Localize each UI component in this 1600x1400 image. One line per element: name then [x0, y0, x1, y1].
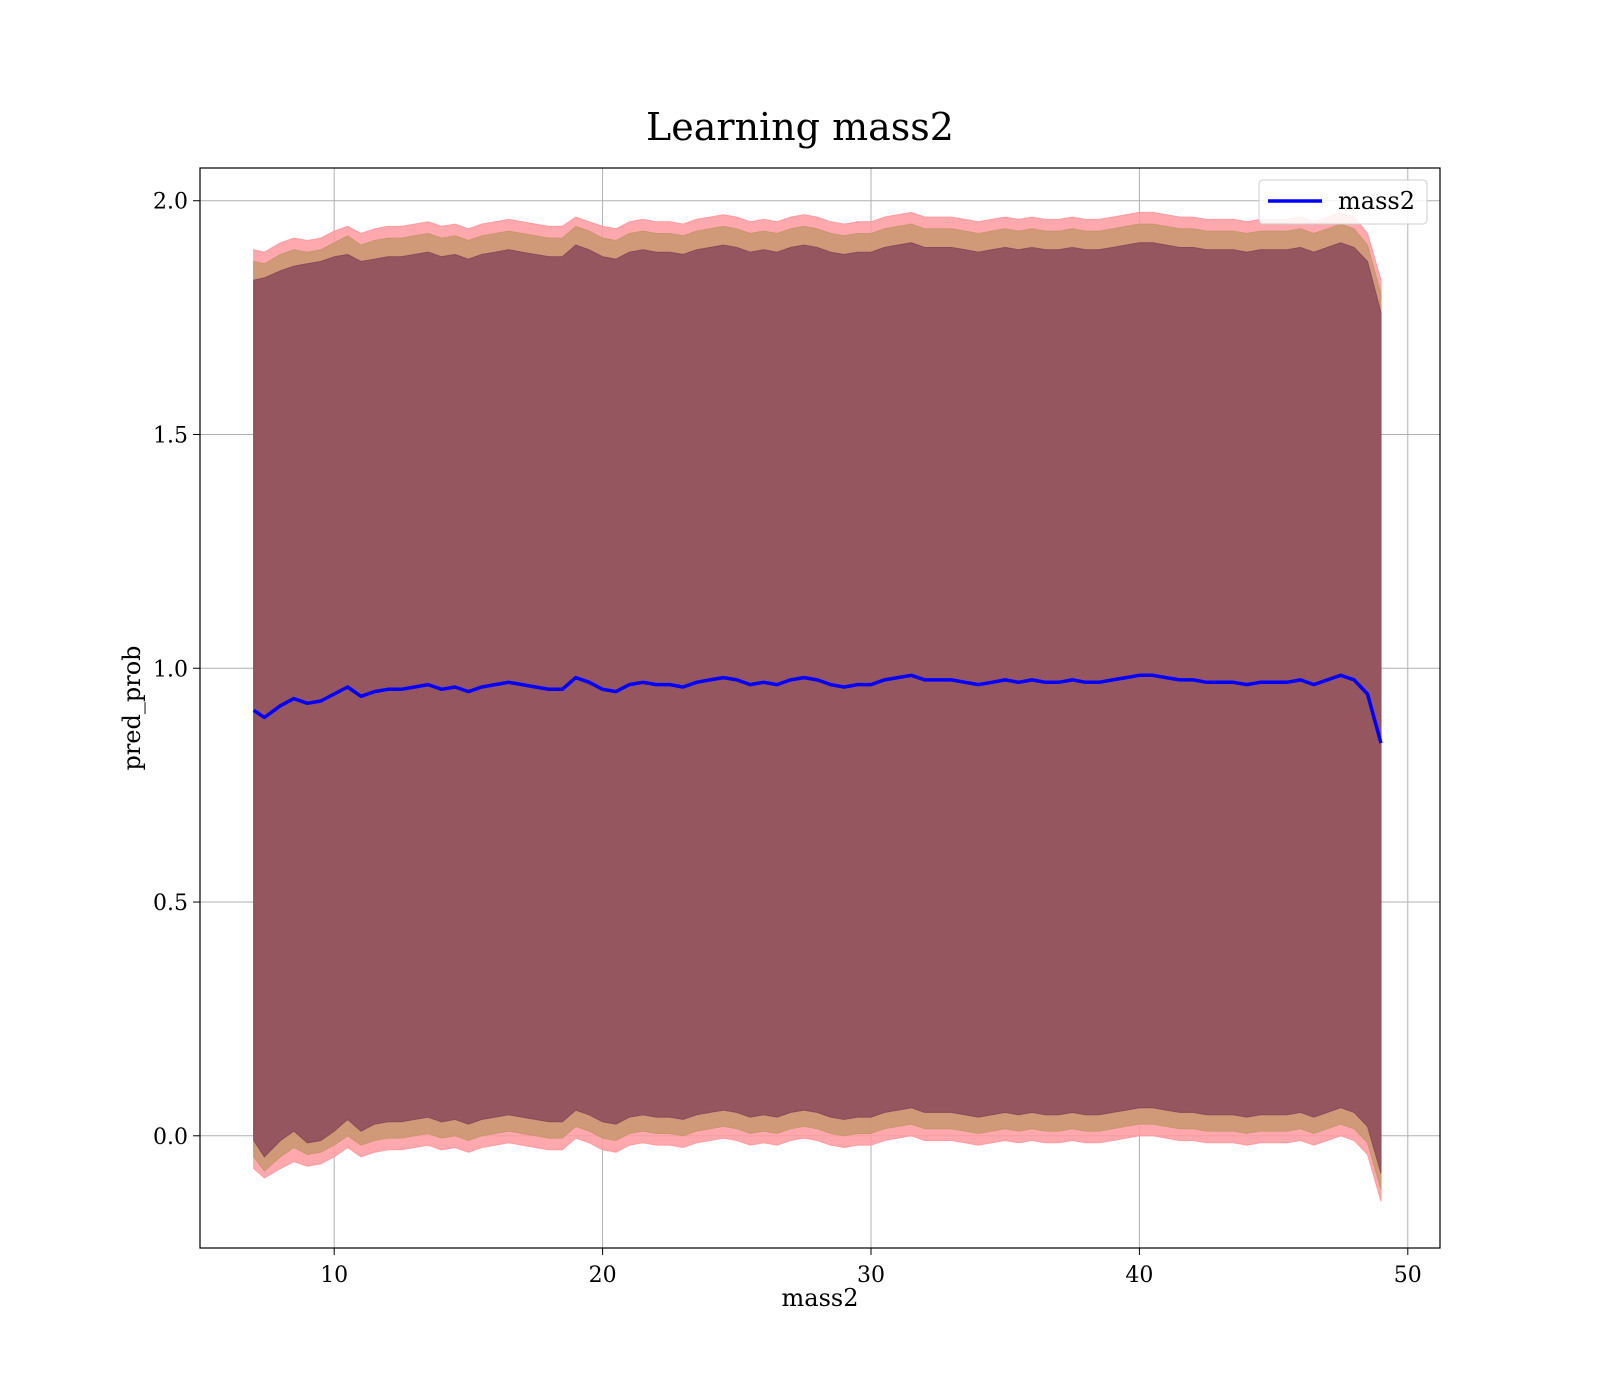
series-line-mass2	[252, 673, 1383, 744]
axis-ticks: 10 20 30 40 50 0.0 0.5 1.0 1.5 2.0	[153, 190, 1422, 1288]
x-tick-label: 30	[857, 1263, 885, 1288]
x-tick-label: 20	[589, 1263, 617, 1288]
y-axis-label: pred_prob	[118, 645, 146, 770]
y-tick-label: 1.0	[153, 657, 188, 682]
y-tick-label: 0.5	[153, 891, 188, 916]
x-tick-label: 10	[320, 1263, 348, 1288]
band-1	[253, 242, 1382, 1174]
chart-title: Learning mass2	[646, 105, 954, 149]
y-tick-label: 2.0	[153, 190, 188, 215]
legend: mass2	[1258, 179, 1428, 225]
y-tick-label: 0.0	[153, 1125, 188, 1150]
plot-area	[200, 168, 1440, 1248]
legend-box	[1258, 179, 1428, 225]
legend-label-mass2: mass2	[1338, 187, 1415, 215]
y-tick-label: 1.5	[153, 423, 188, 448]
axes-frame	[199, 167, 1441, 1249]
x-tick-label: 50	[1394, 1263, 1422, 1288]
x-axis-label: mass2	[782, 1284, 859, 1312]
x-tick-label: 40	[1125, 1263, 1153, 1288]
